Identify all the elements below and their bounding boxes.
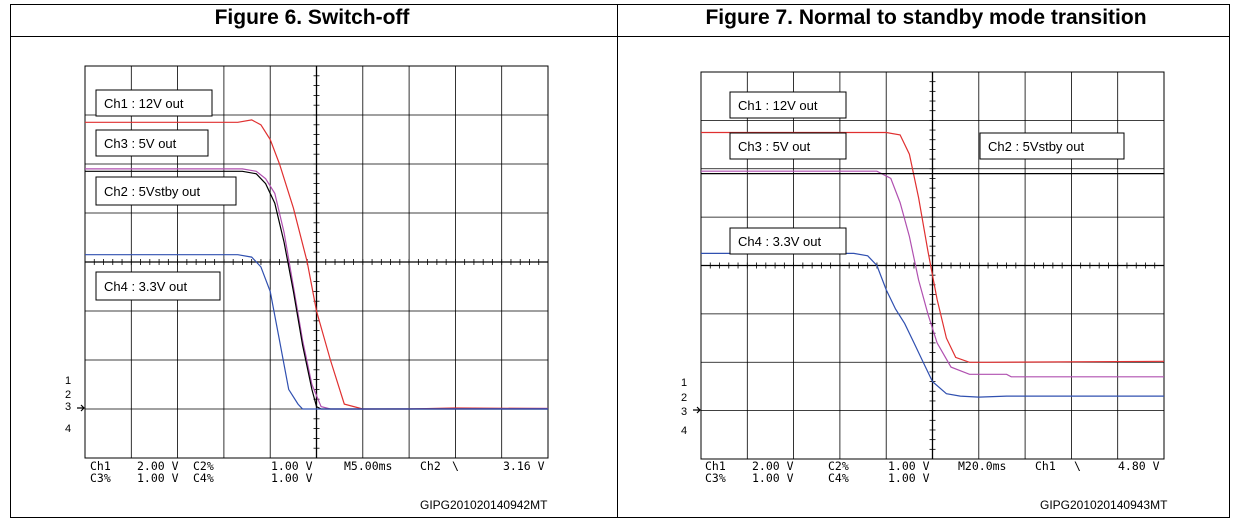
scope-readout-text: 1.00 V [888,471,930,485]
channel-label-box: Ch1 : 12V out [95,89,213,117]
scope-readout-text: Ch1 [1035,459,1056,473]
channel-label-box: Ch2 : 5Vstby out [979,132,1125,160]
trace-ch3-5v-out [701,170,1164,378]
ground-arrow-icon [77,404,85,412]
channel-marker: 4 [681,425,687,437]
scope-readout-text: 2.00 V [752,459,794,473]
label-frame [729,132,847,160]
trace-ch4-3-3v-out [85,254,548,410]
scope-readout-text: C4% [193,471,214,485]
channel-label-box: Ch4 : 3.3V out [729,227,847,255]
figure-7-code: GIPG201020140943MT [1040,498,1168,512]
channel-label-text: Ch2 : 5Vstby out [104,184,200,199]
scope-readout-text: \ [1074,459,1081,473]
channel-label-box: Ch4 : 3.3V out [95,271,221,301]
scope-readout-text: 2.00 V [137,459,179,473]
figure-7-title: Figure 7. Normal to standby mode transit… [705,6,1147,29]
channel-marker: 2 [65,389,71,401]
scope-readout-text: 1.00 V [271,459,313,473]
channel-label-box: Ch2 : 5Vstby out [95,176,237,206]
channel-label-box: Ch1 : 12V out [729,91,847,119]
label-frame [95,271,221,301]
scope-readout-text: C4% [828,471,849,485]
scope-readout-text: M20.0ms [958,459,1006,473]
figure-6-code: GIPG201020140942MT [420,498,548,512]
outer-border [10,4,1230,518]
scope-readout-text: 1.00 V [137,471,179,485]
channel-label-text: Ch1 : 12V out [104,96,184,111]
channel-marker: 1 [65,375,71,387]
trace-ch1-12v-out [701,131,1165,363]
channel-label-text: Ch2 : 5Vstby out [988,139,1084,154]
label-frame [95,176,237,206]
scope-readout-text: Ch1 [90,459,111,473]
figure-6-title: Figure 6. Switch-off [214,6,410,29]
channel-marker: 4 [65,423,71,435]
ground-arrow-icon [693,406,701,414]
channel-label-text: Ch3 : 5V out [738,139,811,154]
center-ticks [700,71,1165,460]
scope-readout-text: C3% [705,471,726,485]
channel-label-text: Ch4 : 3.3V out [738,234,821,249]
scope-readout-text: \ [452,459,459,473]
channel-marker: 1 [681,377,687,389]
scope-readout-text: 1.00 V [888,459,930,473]
channel-label-text: Ch1 : 12V out [738,98,818,113]
label-frame [95,89,213,117]
channel-label-text: Ch4 : 3.3V out [104,279,187,294]
channel-label-text: Ch3 : 5V out [104,136,177,151]
label-frame [729,91,847,119]
scope-readout-text: Ch1 [705,459,726,473]
label-frame [979,132,1125,160]
label-frame [729,227,847,255]
channel-label-box: Ch3 : 5V out [95,129,209,157]
scope-readout-text: Ch2 [420,459,441,473]
scope-readout-text: 1.00 V [752,471,794,485]
scope-readout-text: C2% [828,459,849,473]
channel-marker: 3 [65,401,71,413]
channel-marker: 3 [681,406,687,418]
trace-ch4-3-3v-out [701,252,1164,398]
scope-readout-text: 1.00 V [271,471,313,485]
channel-marker: 2 [681,392,687,404]
label-frame [95,129,209,157]
scope-readout-text: 4.80 V [1118,459,1160,473]
scope-readout-text: 3.16 V [503,459,545,473]
channel-label-box: Ch3 : 5V out [729,132,847,160]
scope-readout-text: C3% [90,471,111,485]
scope-readout-text: M5.00ms [344,459,392,473]
scope-readout-text: C2% [193,459,214,473]
